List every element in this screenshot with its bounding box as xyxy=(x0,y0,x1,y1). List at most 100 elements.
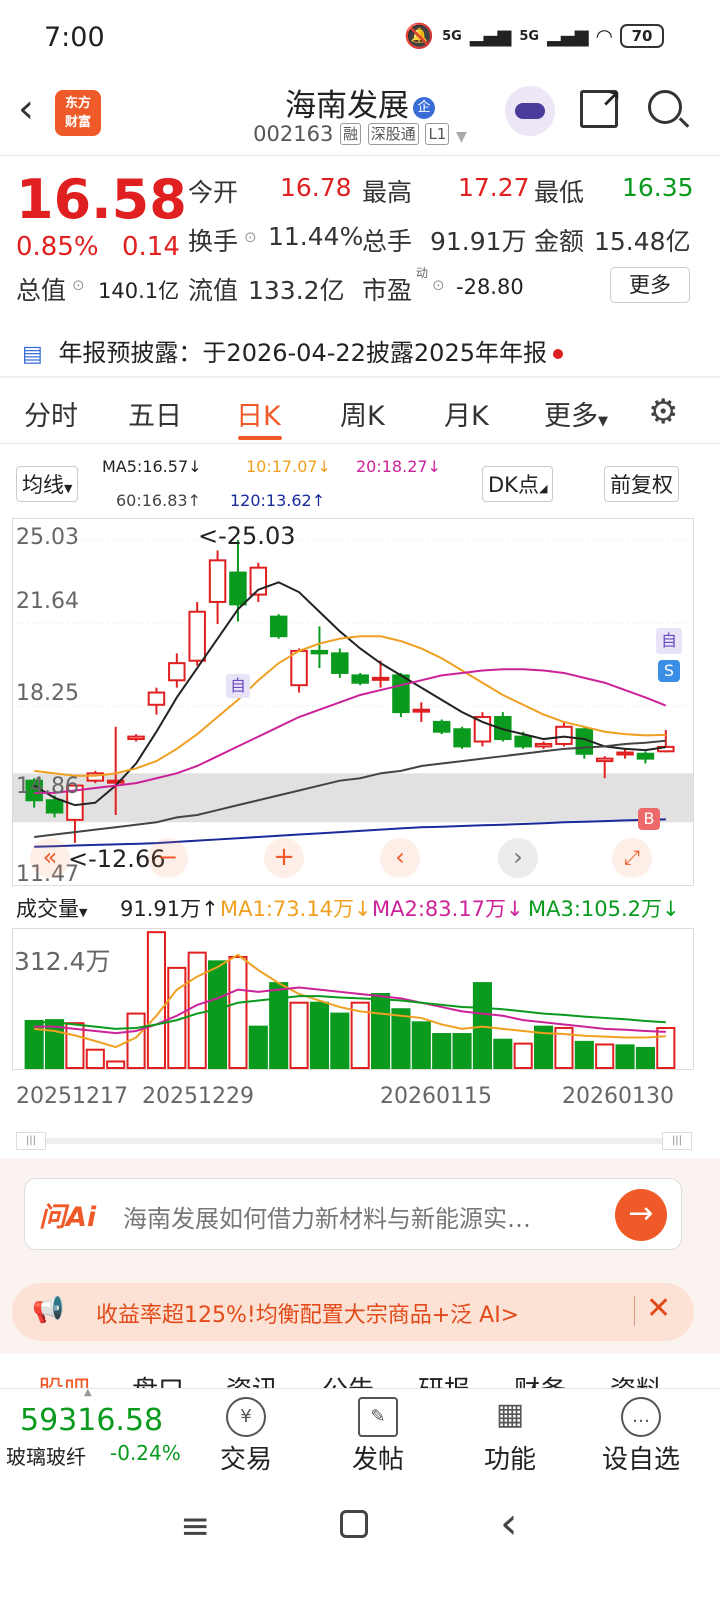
back-icon[interactable]: ‹ xyxy=(18,86,34,132)
current-price: 16.58 xyxy=(16,168,187,231)
tag-level: L1 xyxy=(425,123,450,145)
float-value: 133.2亿 xyxy=(248,276,345,305)
functions-button[interactable]: ▦ 功能 xyxy=(472,1397,548,1476)
menu-icon[interactable]: ≡ xyxy=(180,1506,211,1547)
volume-chart[interactable] xyxy=(12,928,694,1070)
volume-ma-line-1 xyxy=(34,953,666,1049)
slider-handle-right[interactable]: ||| xyxy=(662,1132,692,1150)
ma-line-ma120 xyxy=(34,818,666,848)
tab-monthly-k[interactable]: 月K xyxy=(444,401,489,432)
rewind-icon[interactable]: « xyxy=(30,838,70,878)
info-icon[interactable]: ⊙ xyxy=(244,228,257,246)
info-icon[interactable]: ⊙ xyxy=(432,276,445,294)
self-select-marker[interactable]: 自 xyxy=(656,628,682,654)
gear-icon[interactable]: ⚙ xyxy=(648,392,679,432)
candle-body xyxy=(147,691,166,706)
change-amount: 0.14 xyxy=(122,232,180,262)
tab-more[interactable]: 更多▼ xyxy=(544,394,608,433)
broker-logo[interactable]: 东方 财富 xyxy=(55,90,101,136)
fullscreen-icon[interactable]: ⤢ xyxy=(612,838,652,878)
zoom-in-icon[interactable]: + xyxy=(264,838,304,878)
candle-body xyxy=(595,757,614,763)
adjust-select[interactable]: 前复权 xyxy=(604,466,679,502)
slider-handle-left[interactable]: ||| xyxy=(16,1132,46,1150)
share-icon[interactable]: ↗ xyxy=(580,85,621,128)
search-icon[interactable] xyxy=(648,90,690,128)
post-button[interactable]: ✎ 发帖 xyxy=(340,1397,416,1476)
add-watchlist-label: 设自选 xyxy=(601,1445,680,1475)
signal-label-2: 5G xyxy=(519,28,540,44)
zoom-out-icon[interactable]: − xyxy=(148,838,188,878)
tab-announcements[interactable]: 公告 xyxy=(322,1370,374,1388)
candle-body xyxy=(86,772,105,782)
chevron-right-icon[interactable]: › xyxy=(498,838,538,878)
promo-banner[interactable]: 📢 收益率超125%!均衡配置大宗商品+泛 AI> ✕ xyxy=(12,1283,694,1341)
tab-forum[interactable]: 股吧 xyxy=(38,1370,90,1388)
change-percent: 0.85% xyxy=(16,232,99,262)
dk-point-select[interactable]: DK点◢ xyxy=(482,466,554,502)
chart-range-slider[interactable] xyxy=(16,1138,692,1144)
x-date-3: 20260115 xyxy=(380,1084,492,1109)
candle-body xyxy=(106,779,125,784)
chart-frame xyxy=(12,518,694,886)
vol-ma3-label: MA3:105.2万↓ xyxy=(528,897,680,921)
ma-select-label: 均线 xyxy=(22,473,64,497)
caret-down-icon: ▼ xyxy=(64,482,73,495)
caret-down-icon: ▼ xyxy=(79,906,88,919)
index-value[interactable]: 59316.58 xyxy=(20,1403,164,1438)
tab-five-day[interactable]: 五日 xyxy=(128,401,182,432)
signal-label-1: 5G xyxy=(442,28,462,44)
trade-label: 交易 xyxy=(219,1445,272,1475)
info-icon[interactable]: ⊙ xyxy=(72,276,85,294)
self-select-marker[interactable]: 自 xyxy=(226,674,250,698)
sell-marker[interactable]: S xyxy=(658,660,680,682)
kline-chart[interactable] xyxy=(12,518,694,886)
stock-name: 海南发展企 xyxy=(0,80,720,125)
stock-code-line[interactable]: 002163 融 深股通 L1 ▼ xyxy=(0,122,720,146)
candle-body xyxy=(453,728,471,748)
open-label: 今开 xyxy=(188,178,239,207)
document-icon: ▤ xyxy=(22,342,43,367)
notice-text: 年报预披露：于2026-04-22披露2025年年报 xyxy=(58,339,547,367)
tab-financials[interactable]: 财务 xyxy=(514,1370,566,1388)
home-icon[interactable] xyxy=(340,1510,368,1538)
chevron-left-icon[interactable]: ‹ xyxy=(380,838,420,878)
min-price-label: <-12.66 xyxy=(68,845,166,873)
annual-report-notice[interactable]: ▤ 年报预披露：于2026-04-22披露2025年年报 xyxy=(22,333,563,368)
arrow-right-icon[interactable]: → xyxy=(615,1189,667,1241)
ask-ai-bar[interactable]: 问Ai 海南发展如何借力新材料与新能源实… → xyxy=(24,1178,682,1250)
tab-profile[interactable]: 资料 xyxy=(610,1370,662,1388)
caret-up-icon[interactable]: ▲ xyxy=(84,1387,92,1398)
more-quote-button[interactable]: 更多 xyxy=(610,267,690,303)
volume-bar xyxy=(595,1043,615,1069)
back-nav-icon[interactable]: ‹ xyxy=(500,1498,518,1549)
add-watchlist-button[interactable]: … 设自选 xyxy=(596,1397,686,1476)
stock-header: ‹ 东方 财富 海南发展企 002163 融 深股通 L1 ▼ ↗ xyxy=(0,72,720,156)
candle-body xyxy=(208,559,227,603)
volume-bar xyxy=(146,931,166,1070)
trade-button[interactable]: ¥ 交易 xyxy=(208,1397,284,1476)
edit-icon: ✎ xyxy=(358,1397,398,1437)
tab-weekly-k[interactable]: 周K xyxy=(340,401,385,432)
tab-daily-k[interactable]: 日K xyxy=(236,401,281,432)
mute-icon: 🔕 xyxy=(404,22,435,50)
close-icon[interactable]: ✕ xyxy=(646,1291,672,1326)
volume-bar xyxy=(432,1033,452,1069)
ma120-label: 120:13.62↑ xyxy=(230,491,326,510)
candle-body xyxy=(168,662,186,682)
ai-robot-icon[interactable] xyxy=(505,86,555,136)
tab-orderbook[interactable]: 盘口 xyxy=(132,1370,184,1388)
chart-frame xyxy=(12,928,694,1070)
candle-body xyxy=(188,610,206,662)
tab-research[interactable]: 研报 xyxy=(418,1370,470,1388)
buy-marker[interactable]: B xyxy=(638,808,660,830)
ma-select[interactable]: 均线▼ xyxy=(16,466,79,502)
pe-label: 市盈 xyxy=(362,276,413,305)
tab-intraday[interactable]: 分时 xyxy=(24,401,78,432)
volume-bar xyxy=(371,992,391,1069)
ask-ai-logo: 问Ai xyxy=(39,1202,97,1233)
ask-ai-input[interactable]: 海南发展如何借力新材料与新能源实… xyxy=(123,1205,531,1233)
volume-value: 91.91万 xyxy=(430,227,527,256)
tab-news[interactable]: 资讯 xyxy=(226,1370,278,1388)
volume-indicator-select[interactable]: 成交量▼ xyxy=(16,893,88,923)
